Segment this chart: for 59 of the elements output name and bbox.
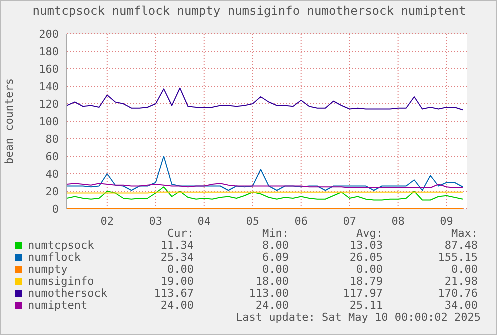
legend-label: numothersock	[28, 287, 108, 300]
x-tick-label: 07	[343, 214, 356, 228]
text: 26.05	[350, 251, 383, 264]
text: 0.00	[262, 263, 289, 276]
y-tick-label: 40	[46, 168, 59, 181]
chart-title: numtcpsock numflock numpty numsiginfo numothersock numiptent	[32, 4, 468, 18]
text: 19.00	[160, 275, 194, 288]
y-tick-label: 160	[39, 62, 59, 76]
text: 113.00	[249, 287, 289, 300]
text: 11.34	[160, 239, 194, 252]
x-tick-label: 06	[294, 214, 308, 228]
text: 18.00	[256, 275, 289, 288]
y-tick-label: 0	[52, 202, 59, 216]
text: 117.97	[343, 287, 383, 300]
legend-label: numflock	[28, 251, 81, 264]
y-tick-label: 200	[39, 28, 59, 41]
text: Avg:	[356, 227, 383, 240]
x-tick-label: 08	[392, 214, 405, 228]
text: 21.98	[444, 275, 478, 288]
text: Last update: Sat May 10 00:00:02 2025	[236, 311, 481, 324]
text: 0.00	[356, 263, 383, 276]
text: 24.00	[160, 299, 194, 312]
text: 18.79	[350, 275, 383, 288]
legend-label: numsiginfo	[28, 275, 94, 288]
legend-label: numtcpsock	[28, 239, 94, 252]
x-tick-label: 09	[440, 214, 454, 228]
text: 6.09	[262, 251, 289, 264]
x-tick-label: 03	[149, 214, 163, 228]
text: 25.11	[350, 299, 383, 312]
text: 170.76	[438, 287, 478, 300]
y-tick-label: 120	[39, 98, 59, 111]
text: Cur:	[168, 227, 194, 240]
y-tick-label: 20	[46, 185, 59, 198]
line-series	[67, 88, 464, 111]
text: 8.00	[262, 239, 289, 252]
text: 34.00	[444, 299, 478, 312]
y-tick-label: 80	[46, 132, 59, 146]
y-tick-label: 100	[39, 115, 59, 128]
text: 25.34	[160, 251, 194, 264]
text: 13.03	[350, 239, 383, 252]
line-series	[67, 186, 464, 201]
legend-label: numpty	[28, 263, 68, 276]
text: Max:	[452, 227, 478, 240]
text: 0.00	[168, 263, 194, 276]
y-axis-title: bean counters	[2, 78, 16, 165]
x-tick-label: 05	[246, 214, 260, 228]
text: 113.67	[154, 287, 194, 300]
text: 24.00	[256, 299, 289, 312]
y-tick-label: 140	[39, 80, 59, 94]
text: 0.00	[452, 263, 478, 276]
text: 155.15	[438, 251, 478, 264]
text: 87.48	[444, 239, 478, 252]
x-tick-label: 04	[198, 214, 212, 228]
y-tick-label: 180	[39, 45, 59, 58]
y-tick-label: 60	[46, 150, 59, 164]
x-tick-label: 02	[100, 214, 114, 228]
text: Min:	[262, 227, 289, 240]
line-series	[67, 156, 464, 192]
legend-label: numiptent	[28, 299, 88, 312]
